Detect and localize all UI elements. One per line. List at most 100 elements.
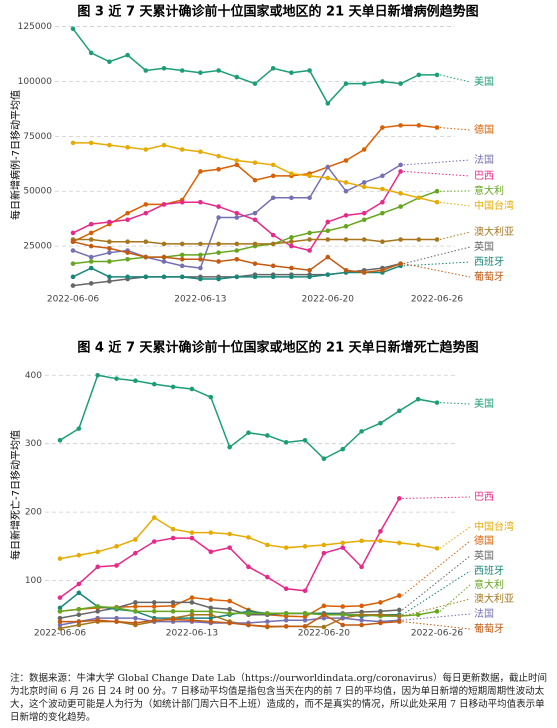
- data-point: [189, 595, 195, 600]
- data-point: [378, 600, 383, 605]
- data-point: [252, 210, 258, 216]
- data-point: [252, 177, 258, 183]
- data-point: [88, 265, 94, 271]
- data-point: [289, 243, 294, 249]
- data-point: [325, 228, 331, 234]
- data-point: [216, 215, 221, 220]
- data-point: [95, 609, 100, 614]
- data-point: [343, 158, 349, 163]
- leader-line: [402, 570, 471, 616]
- data-point: [88, 281, 94, 286]
- data-point: [265, 619, 270, 624]
- legend-label: 澳大利亚: [474, 592, 514, 605]
- data-point: [361, 210, 367, 216]
- data-point: [198, 241, 203, 247]
- data-point: [398, 169, 403, 174]
- data-point: [252, 217, 258, 223]
- data-point: [107, 142, 112, 148]
- leader-line: [439, 402, 471, 405]
- data-point: [415, 612, 421, 618]
- data-point: [307, 68, 312, 73]
- data-point: [227, 531, 232, 537]
- data-point: [208, 619, 214, 624]
- data-point: [359, 538, 364, 544]
- data-point: [270, 162, 276, 168]
- data-point: [252, 241, 258, 247]
- data-point: [76, 612, 82, 618]
- data-point: [208, 394, 214, 400]
- data-point: [415, 542, 421, 548]
- data-point: [289, 239, 294, 245]
- data-point: [302, 611, 308, 616]
- data-point: [227, 545, 232, 550]
- data-point: [378, 420, 383, 426]
- data-point: [125, 217, 130, 223]
- data-point: [361, 217, 367, 223]
- data-point: [380, 199, 385, 205]
- data-point: [398, 204, 403, 209]
- leader-line: [403, 170, 471, 177]
- data-point: [234, 210, 240, 216]
- x-tick-label: 2022-06-06: [47, 295, 100, 305]
- data-point: [234, 158, 240, 163]
- data-point: [325, 272, 331, 277]
- data-point: [151, 381, 157, 387]
- data-point: [143, 239, 149, 245]
- leader-line: [401, 555, 471, 611]
- data-point: [252, 261, 258, 266]
- data-point: [198, 149, 203, 155]
- leader-line: [439, 231, 471, 240]
- data-point: [189, 535, 195, 541]
- series-line: [59, 374, 438, 460]
- data-point: [161, 254, 167, 260]
- data-point: [143, 254, 149, 260]
- data-point: [114, 605, 119, 611]
- y-axis-label: 每日新增病例-7日移动平均值: [9, 90, 22, 220]
- leader-line: [402, 621, 471, 630]
- legend-label: 美国: [474, 397, 494, 410]
- data-point: [114, 376, 119, 381]
- x-tick-label: 2022-06-20: [298, 629, 351, 639]
- data-point: [151, 609, 157, 614]
- data-point: [88, 230, 94, 236]
- legend-label: 西班牙: [474, 565, 504, 577]
- leader-line: [403, 261, 471, 267]
- data-point: [252, 160, 258, 165]
- data-point: [289, 171, 294, 176]
- data-point: [216, 68, 221, 73]
- data-point: [378, 609, 383, 614]
- data-point: [95, 604, 100, 609]
- y-tick-label: 300: [25, 439, 42, 449]
- data-point: [270, 195, 276, 201]
- data-point: [434, 199, 440, 205]
- data-point: [246, 564, 251, 570]
- x-tick-label: 2022-06-13: [174, 295, 226, 305]
- data-point: [397, 496, 402, 501]
- leader-line: [403, 159, 471, 166]
- data-point: [397, 613, 402, 619]
- x-tick-label: 2022-06-26: [411, 629, 464, 639]
- data-point: [227, 444, 232, 450]
- legend-label: 巴西: [474, 170, 494, 182]
- data-point: [170, 535, 176, 541]
- data-point: [161, 259, 167, 264]
- data-point: [107, 239, 112, 245]
- data-point: [378, 620, 383, 626]
- data-point: [378, 528, 383, 534]
- data-point: [57, 615, 63, 621]
- data-point: [198, 199, 203, 205]
- data-point: [270, 232, 276, 238]
- data-point: [340, 604, 346, 609]
- legend-label: 德国: [474, 534, 494, 547]
- data-point: [133, 537, 138, 542]
- data-point: [252, 81, 258, 86]
- data-point: [283, 586, 289, 592]
- data-point: [378, 612, 383, 618]
- data-point: [170, 600, 176, 605]
- y-tick-label: 75000: [23, 132, 52, 142]
- data-point: [325, 175, 331, 181]
- data-point: [88, 243, 94, 249]
- data-point: [114, 619, 119, 624]
- data-point: [76, 606, 82, 612]
